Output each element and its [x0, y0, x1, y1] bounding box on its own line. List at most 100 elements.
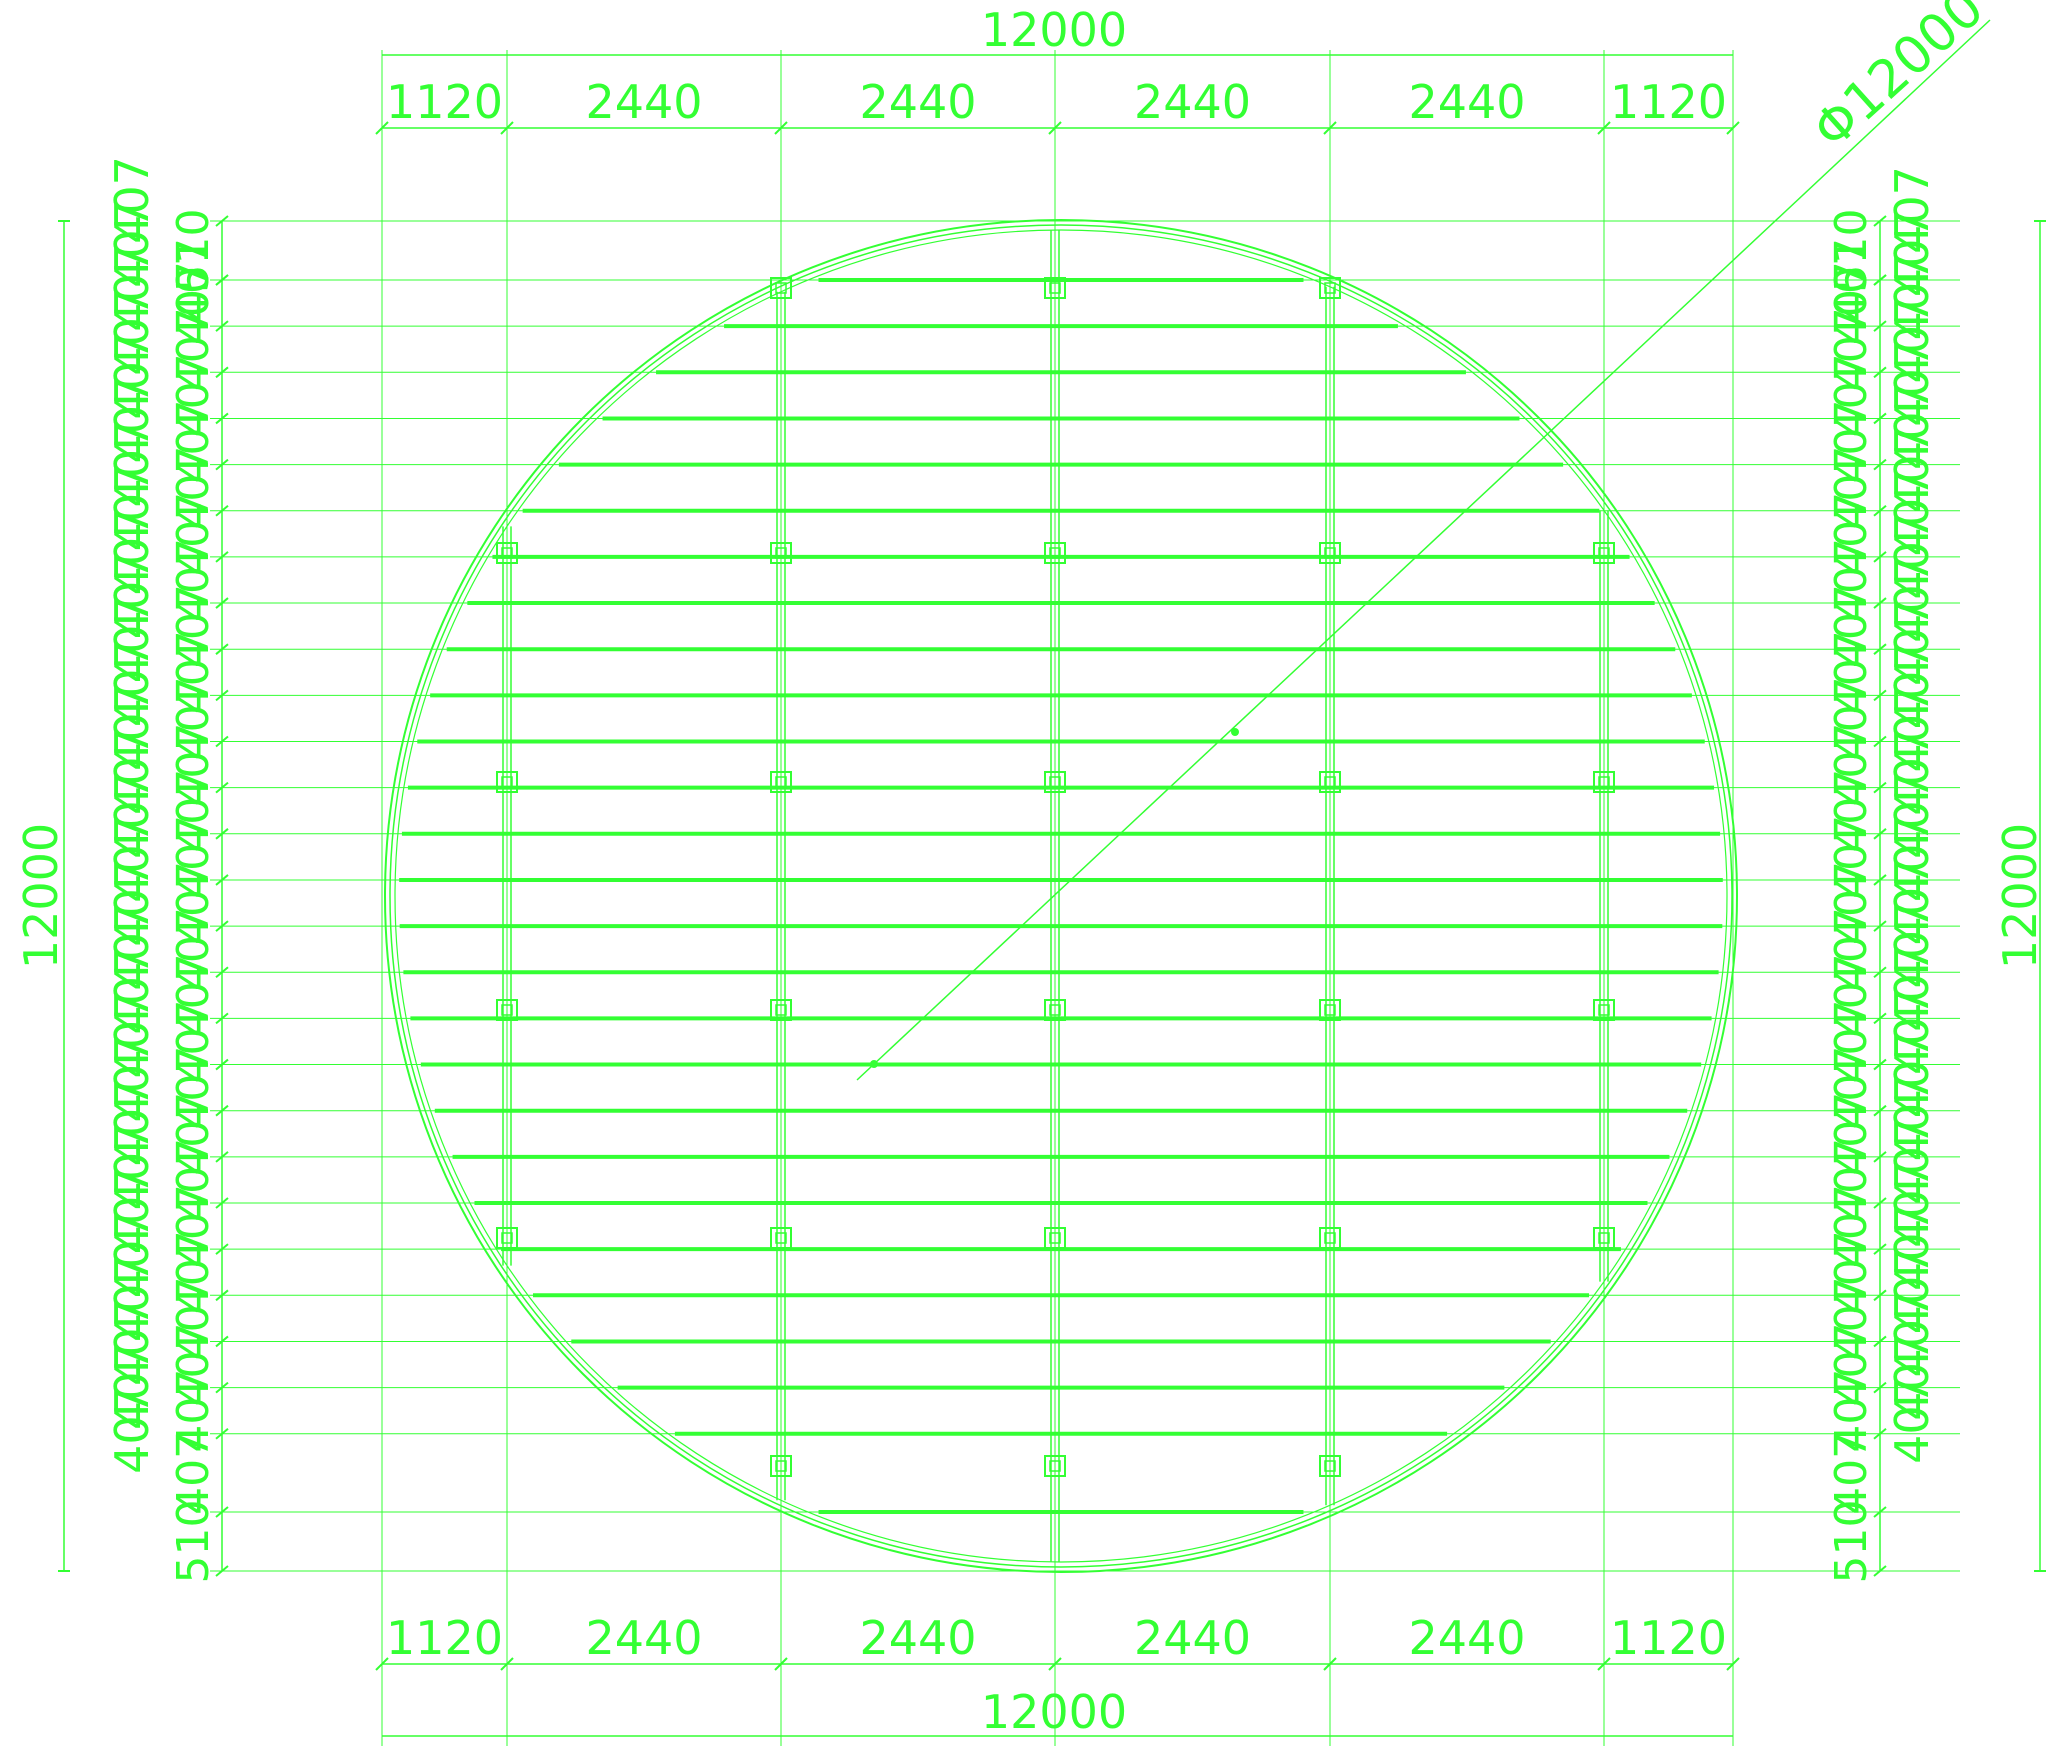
left-inner-dim-label: 407 — [168, 1092, 219, 1176]
dim-tick — [1873, 735, 1887, 748]
right-inner-dim-label: 407 — [1826, 261, 1877, 345]
left-inner-dim-label: 407 — [168, 261, 219, 345]
dim-tick — [215, 874, 229, 886]
dim-tick — [500, 1657, 514, 1671]
dim-tick — [1873, 689, 1887, 702]
dim-tick — [1323, 121, 1337, 135]
right-inner-dim-label: 407 — [1826, 1323, 1877, 1407]
right-outer-dim-label: 407 — [1885, 1333, 1939, 1421]
dim-tick — [1873, 366, 1887, 379]
support-block — [1044, 771, 1066, 793]
dim-tick — [1873, 412, 1887, 425]
bottom-column-dim-label: 1120 — [1610, 1611, 1727, 1665]
dim-tick — [1873, 828, 1887, 840]
support-block — [1593, 542, 1615, 564]
support-block-inner — [1324, 1232, 1336, 1244]
support-block-inner — [1324, 1460, 1336, 1472]
top-column-dim-label: 2440 — [1134, 75, 1251, 129]
dim-tick — [1873, 597, 1887, 609]
dim-tick — [215, 597, 229, 609]
dim-tick — [215, 920, 229, 932]
left-outer-dim-label: 407 — [105, 376, 159, 464]
left-outer-dim-label: 407 — [105, 815, 159, 903]
right-inner-dim-label: 407 — [1826, 446, 1877, 530]
drawing-geometry — [58, 19, 2046, 1746]
left-inner-dim-label: 407 — [168, 1138, 219, 1222]
dim-tick — [215, 1565, 229, 1577]
dim-tick — [1048, 1657, 1062, 1671]
inner-ring-2 — [394, 229, 1728, 1563]
dim-tick — [1873, 215, 1887, 227]
dim-tick — [215, 689, 229, 702]
left-outer-dim-label: 407 — [105, 1123, 159, 1211]
support-block-inner — [1598, 1004, 1610, 1016]
left-outer-dim-label: 407 — [105, 1298, 159, 1386]
support-block-inner — [775, 776, 787, 788]
diameter-label: Φ12000 — [1802, 0, 1996, 161]
support-block — [1319, 771, 1341, 793]
support-block-inner — [1598, 776, 1610, 788]
support-block-inner — [1049, 776, 1061, 788]
left-outer-dim-label: 407 — [105, 683, 159, 771]
bottom-column-dim-label: 1120 — [386, 1611, 503, 1665]
support-block — [1044, 999, 1066, 1021]
dim-tick — [215, 412, 229, 425]
dim-tick — [215, 966, 229, 979]
left-inner-dim-label: 407 — [168, 723, 219, 807]
dim-tick — [215, 1197, 229, 1209]
right-outer-dim-label: 407 — [1885, 209, 1939, 297]
dim-tick — [1873, 1104, 1887, 1117]
right-inner-dim-label: 407 — [1826, 676, 1877, 760]
right-inner-dim-label: 407 — [1826, 907, 1877, 991]
dim-tick — [215, 551, 229, 563]
left-inner-dim-label: 407 — [168, 446, 219, 530]
diameter-leader-line — [856, 19, 1991, 1081]
support-block-inner — [1049, 282, 1061, 294]
right-outer-dim-label: 407 — [1885, 1290, 1939, 1378]
support-block — [1319, 277, 1341, 299]
dim-tick — [1873, 551, 1887, 563]
dim-tick — [215, 1012, 229, 1025]
right-inner-dim-label: 407 — [1826, 953, 1877, 1037]
right-inner-dim-label: 407 — [1826, 769, 1877, 853]
support-block — [1044, 277, 1066, 299]
support-block-inner — [1049, 1232, 1061, 1244]
dim-tick — [1873, 1243, 1887, 1255]
right-outer-dim-label: 407 — [1885, 469, 1939, 557]
left-outer-dim-label: 407 — [105, 639, 159, 727]
support-block-inner — [775, 1460, 787, 1472]
dim-tick — [1873, 643, 1887, 655]
top-column-dim-label: 1120 — [386, 75, 503, 129]
dim-tick — [1873, 920, 1887, 932]
right-inner-dim-label: 407 — [1826, 1431, 1877, 1515]
left-outer-dim-label: 407 — [105, 156, 159, 244]
dim-tick — [1873, 1289, 1887, 1302]
dim-tick — [215, 1381, 229, 1394]
dim-tick — [1597, 1657, 1611, 1671]
left-outer-dim-label: 407 — [105, 1079, 159, 1167]
dim-tick — [215, 781, 229, 794]
support-block — [496, 542, 518, 564]
left-inner-dim-label: 407 — [168, 907, 219, 991]
support-block — [1319, 542, 1341, 564]
dim-tick — [1873, 874, 1887, 886]
support-block-inner — [501, 1004, 513, 1016]
support-block-inner — [1324, 776, 1336, 788]
left-outer-dim-label: 407 — [105, 1254, 159, 1342]
right-outer-dim-label: 407 — [1885, 944, 1939, 1032]
support-block-inner — [501, 776, 513, 788]
dim-tick — [215, 1335, 229, 1348]
dim-tick — [215, 1151, 229, 1163]
dim-tick — [215, 504, 229, 517]
support-block-inner — [1324, 547, 1336, 559]
left-inner-dim-label: 407 — [168, 1046, 219, 1130]
dim-tick — [215, 458, 229, 471]
dim-tick — [1873, 1335, 1887, 1348]
right-outer-dim-label: 407 — [1885, 1030, 1939, 1118]
left-inner-dim-label: 407 — [168, 676, 219, 760]
support-block — [770, 999, 792, 1021]
right-inner-dim-label: 407 — [1826, 307, 1877, 391]
dim-tick — [1873, 1151, 1887, 1163]
top-overall-dim-label: 12000 — [981, 3, 1127, 57]
